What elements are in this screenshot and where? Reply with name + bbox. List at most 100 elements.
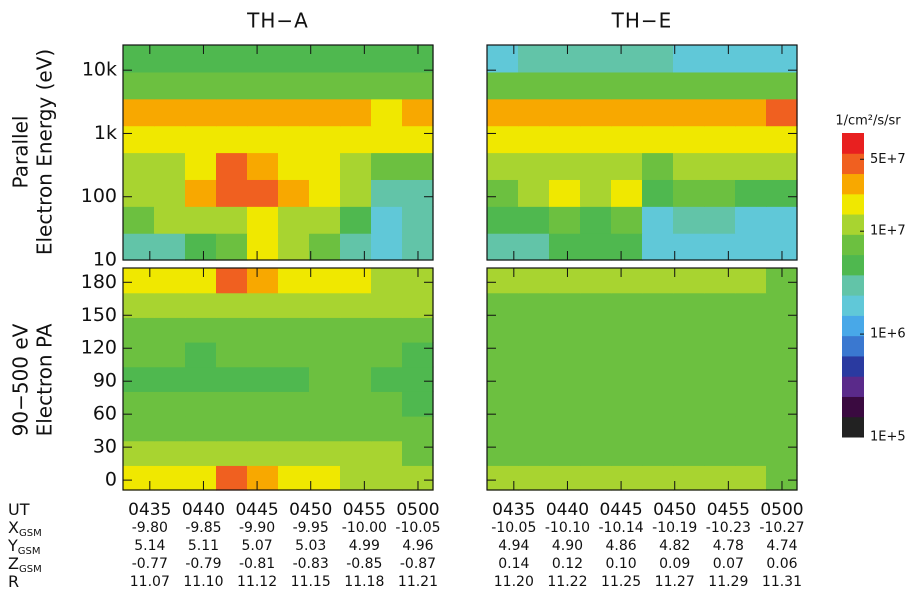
heatmap-cell	[704, 45, 736, 73]
heatmap-cell	[309, 268, 341, 294]
heatmap-cell	[340, 391, 372, 417]
heatmap-cell	[518, 342, 550, 368]
heatmap-cell	[735, 206, 767, 234]
heatmap-cell	[185, 268, 217, 294]
heatmap-cell	[673, 317, 705, 343]
heatmap-cell	[340, 268, 372, 294]
heatmap-cell	[642, 152, 674, 180]
heatmap-cell	[340, 98, 372, 127]
heatmap-cell	[611, 465, 643, 491]
heatmap-cell	[518, 366, 550, 392]
ephemeris-value: 11.12	[237, 574, 277, 590]
heatmap-cell	[487, 391, 519, 417]
heatmap-cell	[735, 98, 767, 127]
heatmap-cell	[611, 233, 643, 261]
heatmap-cell	[642, 391, 674, 417]
heatmap-cell	[247, 317, 279, 343]
ephemeris-value: 0.09	[659, 556, 690, 572]
heatmap-cell	[371, 268, 403, 294]
heatmap-cell	[309, 98, 341, 127]
heatmap-cell	[185, 342, 217, 368]
heatmap-cell	[518, 98, 550, 127]
heatmap-cell	[704, 179, 736, 207]
ephemeris-value: 5.14	[134, 538, 165, 554]
heatmap-cell	[340, 342, 372, 368]
heatmap-cell	[185, 440, 217, 466]
pa-label: 90−500 eV	[9, 323, 33, 436]
heatmap-cell	[549, 45, 581, 73]
heatmap-cell	[278, 342, 310, 368]
ephemeris-value: 5.03	[295, 538, 326, 554]
colorbar-step	[842, 254, 864, 276]
heatmap-cell	[642, 465, 674, 491]
ephemeris-value: 0.12	[552, 556, 583, 572]
heatmap-cell	[704, 206, 736, 234]
heatmap-cell	[673, 45, 705, 73]
heatmap-cell	[611, 125, 643, 154]
heatmap-cell	[185, 125, 217, 154]
heatmap-cell	[402, 391, 434, 417]
colorbar-title: 1/cm²/s/sr	[835, 114, 901, 129]
heatmap-cell	[611, 391, 643, 417]
heatmap-cell	[642, 317, 674, 343]
ephemeris-value: 5.07	[241, 538, 272, 554]
heatmap-cell	[402, 206, 434, 234]
ephemeris-row-name: UT	[8, 500, 30, 519]
heatmap-cell	[123, 206, 155, 234]
heatmap-cell	[580, 465, 612, 491]
ephemeris-value: 11.15	[291, 574, 331, 590]
heatmap-cell	[309, 391, 341, 417]
heatmap-cell	[642, 366, 674, 392]
ephemeris-row-sub: GSM	[19, 564, 42, 575]
heatmap-cell	[766, 342, 798, 368]
heatmap-cell	[154, 98, 186, 127]
ephemeris-value: 5.11	[188, 538, 219, 554]
heatmap-cell	[580, 206, 612, 234]
heatmap-cell	[123, 416, 155, 442]
heatmap-cell	[735, 292, 767, 318]
heatmap-cell	[611, 71, 643, 100]
y-tick-label: 30	[93, 436, 117, 458]
ephemeris-value: 11.21	[398, 574, 438, 590]
heatmap-cell	[247, 233, 279, 261]
heatmap-cell	[611, 416, 643, 442]
ephemeris-row-sub: GSM	[19, 528, 42, 539]
y-tick-label: 10	[93, 249, 117, 271]
heatmap-cell	[549, 152, 581, 180]
colorbar-step	[842, 335, 864, 357]
heatmap-cell	[704, 391, 736, 417]
heatmap-cell	[549, 179, 581, 207]
heatmap-cell	[154, 440, 186, 466]
ephemeris-value: 11.10	[183, 574, 223, 590]
colorbar-tick-label: 5E+7	[870, 152, 906, 167]
heatmap-cell	[340, 465, 372, 491]
heatmap-cell	[371, 206, 403, 234]
ephemeris-row-label: YGSM	[7, 536, 41, 558]
y-tick-label: 180	[81, 271, 117, 293]
heatmap-cell	[549, 71, 581, 100]
heatmap-cell	[216, 342, 248, 368]
colorbar-step	[842, 416, 864, 438]
heatmap-cell	[549, 416, 581, 442]
heatmap-cell	[185, 206, 217, 234]
heatmap-cell	[309, 416, 341, 442]
plot-frame	[486, 267, 798, 491]
heatmap-cell	[580, 268, 612, 294]
heatmap-cell	[766, 366, 798, 392]
heatmap-cell	[309, 440, 341, 466]
heatmap-cell	[154, 317, 186, 343]
heatmap-cell	[704, 440, 736, 466]
heatmap-cell	[185, 233, 217, 261]
ephemeris-value: 11.07	[130, 574, 170, 590]
y-tick-label: 90	[93, 370, 117, 392]
heatmap-cell	[549, 233, 581, 261]
heatmap-cell	[278, 233, 310, 261]
colorbar-step	[842, 396, 864, 418]
x-tick-label: 0500	[396, 500, 439, 520]
heatmap-cell	[247, 440, 279, 466]
ephemeris-value: -0.83	[293, 556, 329, 572]
heatmap-cell	[154, 179, 186, 207]
energy-label: Parallel	[9, 116, 33, 189]
heatmap-cell	[216, 206, 248, 234]
heatmap-cell	[704, 342, 736, 368]
